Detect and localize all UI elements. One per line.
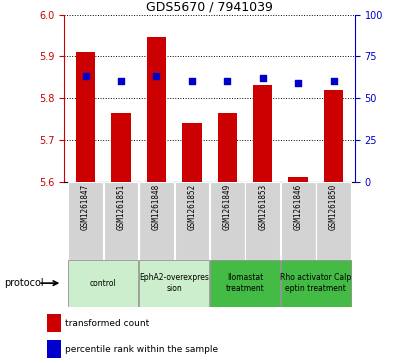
Bar [210,260,280,307]
Point [259,75,266,81]
Text: protocol: protocol [4,278,44,288]
Bar [46,314,61,332]
Bar [182,123,202,182]
Text: transformed count: transformed count [66,319,150,327]
Text: GSM1261851: GSM1261851 [117,184,125,230]
Point [153,73,160,79]
Bar [46,340,61,359]
Text: GSM1261850: GSM1261850 [329,184,338,230]
Bar [146,37,166,182]
Text: GSM1261847: GSM1261847 [81,184,90,230]
Bar [210,182,245,260]
Text: Rho activator Calp
eptin treatment: Rho activator Calp eptin treatment [280,273,352,293]
Text: GSM1261848: GSM1261848 [152,184,161,230]
Point [188,78,195,84]
Bar [324,90,343,182]
Point [295,80,301,86]
Text: GSM1261852: GSM1261852 [187,184,196,230]
Bar [174,182,209,260]
Bar [253,86,273,182]
Bar [76,52,95,181]
Bar [217,113,237,182]
Bar [139,260,209,307]
Text: control: control [90,279,117,287]
Text: GSM1261849: GSM1261849 [223,184,232,230]
Bar [281,182,315,260]
Title: GDS5670 / 7941039: GDS5670 / 7941039 [146,0,273,13]
Bar [288,178,308,182]
Point [118,78,124,84]
Point [224,78,231,84]
Bar [139,182,174,260]
Point [330,78,337,84]
Bar [68,182,103,260]
Bar [68,260,138,307]
Text: GSM1261846: GSM1261846 [294,184,303,230]
Bar [281,260,351,307]
Bar [111,113,131,182]
Bar [245,182,280,260]
Point [82,73,89,79]
Text: percentile rank within the sample: percentile rank within the sample [66,345,218,354]
Text: Ilomastat
treatment: Ilomastat treatment [226,273,264,293]
Bar [316,182,351,260]
Text: GSM1261853: GSM1261853 [258,184,267,230]
Text: EphA2-overexpres
sion: EphA2-overexpres sion [139,273,209,293]
Bar [104,182,138,260]
